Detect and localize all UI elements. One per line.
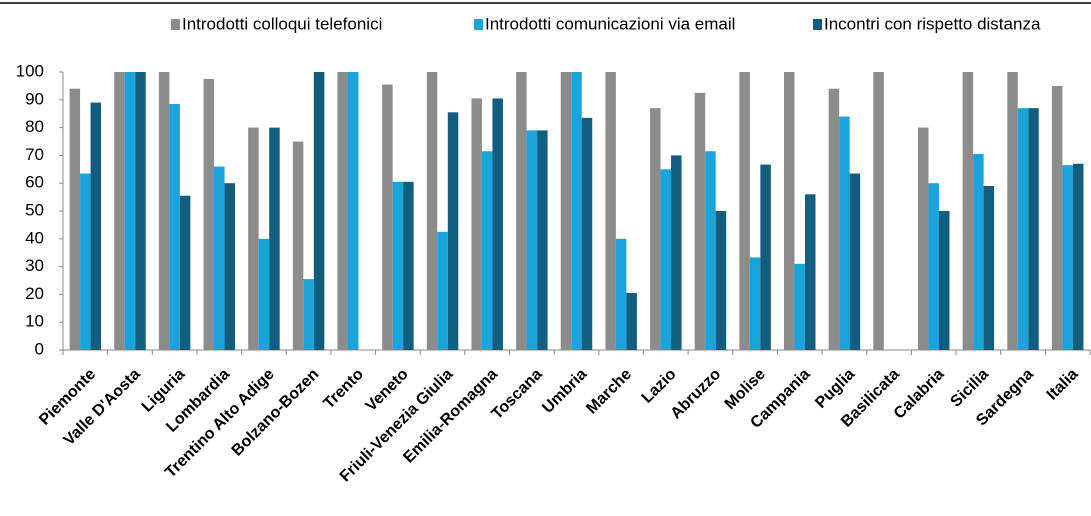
bar xyxy=(248,127,259,350)
bar xyxy=(313,72,325,350)
bar xyxy=(481,151,493,350)
bar xyxy=(715,211,727,350)
bar xyxy=(537,130,548,350)
bar xyxy=(347,72,359,350)
bar xyxy=(805,194,816,350)
bar xyxy=(581,117,593,351)
bar xyxy=(671,155,682,350)
bar xyxy=(203,78,215,350)
bar xyxy=(962,72,974,350)
bar xyxy=(1072,163,1084,350)
bar xyxy=(1007,72,1018,350)
bar xyxy=(973,154,984,350)
y-tick-label: 40 xyxy=(25,228,44,247)
bar xyxy=(828,88,840,351)
legend-label: Incontri con rispetto distanza xyxy=(824,14,1041,33)
y-tick-label: 30 xyxy=(25,256,44,275)
legend-label: Introdotti comunicazioni via email xyxy=(485,14,735,33)
bar xyxy=(873,72,884,350)
legend-label: Introdotti colloqui telefonici xyxy=(182,14,382,33)
x-tick-label: Marche xyxy=(583,366,635,418)
y-tick-label: 90 xyxy=(25,89,44,108)
bar xyxy=(169,103,180,350)
bar xyxy=(560,72,572,350)
bar xyxy=(1062,165,1073,350)
bar xyxy=(660,169,672,350)
y-tick-label: 0 xyxy=(35,339,44,358)
x-tick-label: Umbria xyxy=(539,366,590,417)
y-tick-label: 80 xyxy=(25,117,44,136)
bar xyxy=(214,166,225,350)
bar xyxy=(739,72,750,350)
bar xyxy=(292,141,304,350)
y-tick-label: 100 xyxy=(16,61,44,80)
bar xyxy=(403,181,414,350)
bar xyxy=(492,98,503,350)
bar xyxy=(1051,85,1063,351)
bar xyxy=(615,238,627,350)
y-tick-label: 70 xyxy=(25,145,44,164)
y-tick-label: 50 xyxy=(25,200,44,219)
bar xyxy=(749,257,761,350)
bar xyxy=(839,116,850,350)
bar xyxy=(983,185,995,350)
y-tick-label: 10 xyxy=(25,312,44,331)
bar xyxy=(80,173,91,350)
bar xyxy=(224,183,236,350)
bar xyxy=(114,72,125,350)
bar xyxy=(1028,108,1039,350)
bar xyxy=(179,195,191,350)
x-tick-label: Trento xyxy=(320,366,367,413)
bar xyxy=(392,181,404,350)
bar xyxy=(526,130,538,350)
bar xyxy=(471,98,482,350)
bar xyxy=(794,263,806,350)
bar xyxy=(437,231,448,350)
y-tick-label: 60 xyxy=(25,173,44,192)
bar xyxy=(124,72,136,350)
bar xyxy=(650,108,661,350)
x-tick-label: Abruzzo xyxy=(668,366,725,423)
legend-swatch xyxy=(474,19,483,30)
bar xyxy=(447,112,459,350)
bar xyxy=(516,72,527,350)
bar xyxy=(69,88,81,351)
bar xyxy=(135,72,146,350)
x-tick-label: Valle D'Aosta xyxy=(61,366,144,449)
bar xyxy=(605,72,616,350)
bar xyxy=(303,279,314,350)
legend-swatch xyxy=(171,19,180,30)
bar xyxy=(90,102,102,350)
bar xyxy=(694,92,706,350)
bar xyxy=(337,72,348,350)
bar xyxy=(426,72,438,350)
bar xyxy=(784,72,795,350)
bar xyxy=(158,72,170,350)
bar xyxy=(849,173,861,350)
bar xyxy=(760,164,771,350)
bar xyxy=(938,211,950,350)
bar xyxy=(258,238,270,350)
bar xyxy=(626,293,637,350)
legend-swatch xyxy=(813,19,822,30)
bar xyxy=(928,183,939,350)
bar xyxy=(382,84,393,350)
x-tick-label: Lazio xyxy=(639,366,680,407)
bar xyxy=(269,127,280,350)
bar xyxy=(917,127,929,350)
x-tick-label: Italia xyxy=(1044,366,1082,404)
x-tick-label: Calabria xyxy=(891,366,948,423)
bar xyxy=(571,72,582,350)
bar xyxy=(1017,108,1029,350)
bar xyxy=(705,151,716,350)
y-tick-label: 20 xyxy=(25,284,44,303)
